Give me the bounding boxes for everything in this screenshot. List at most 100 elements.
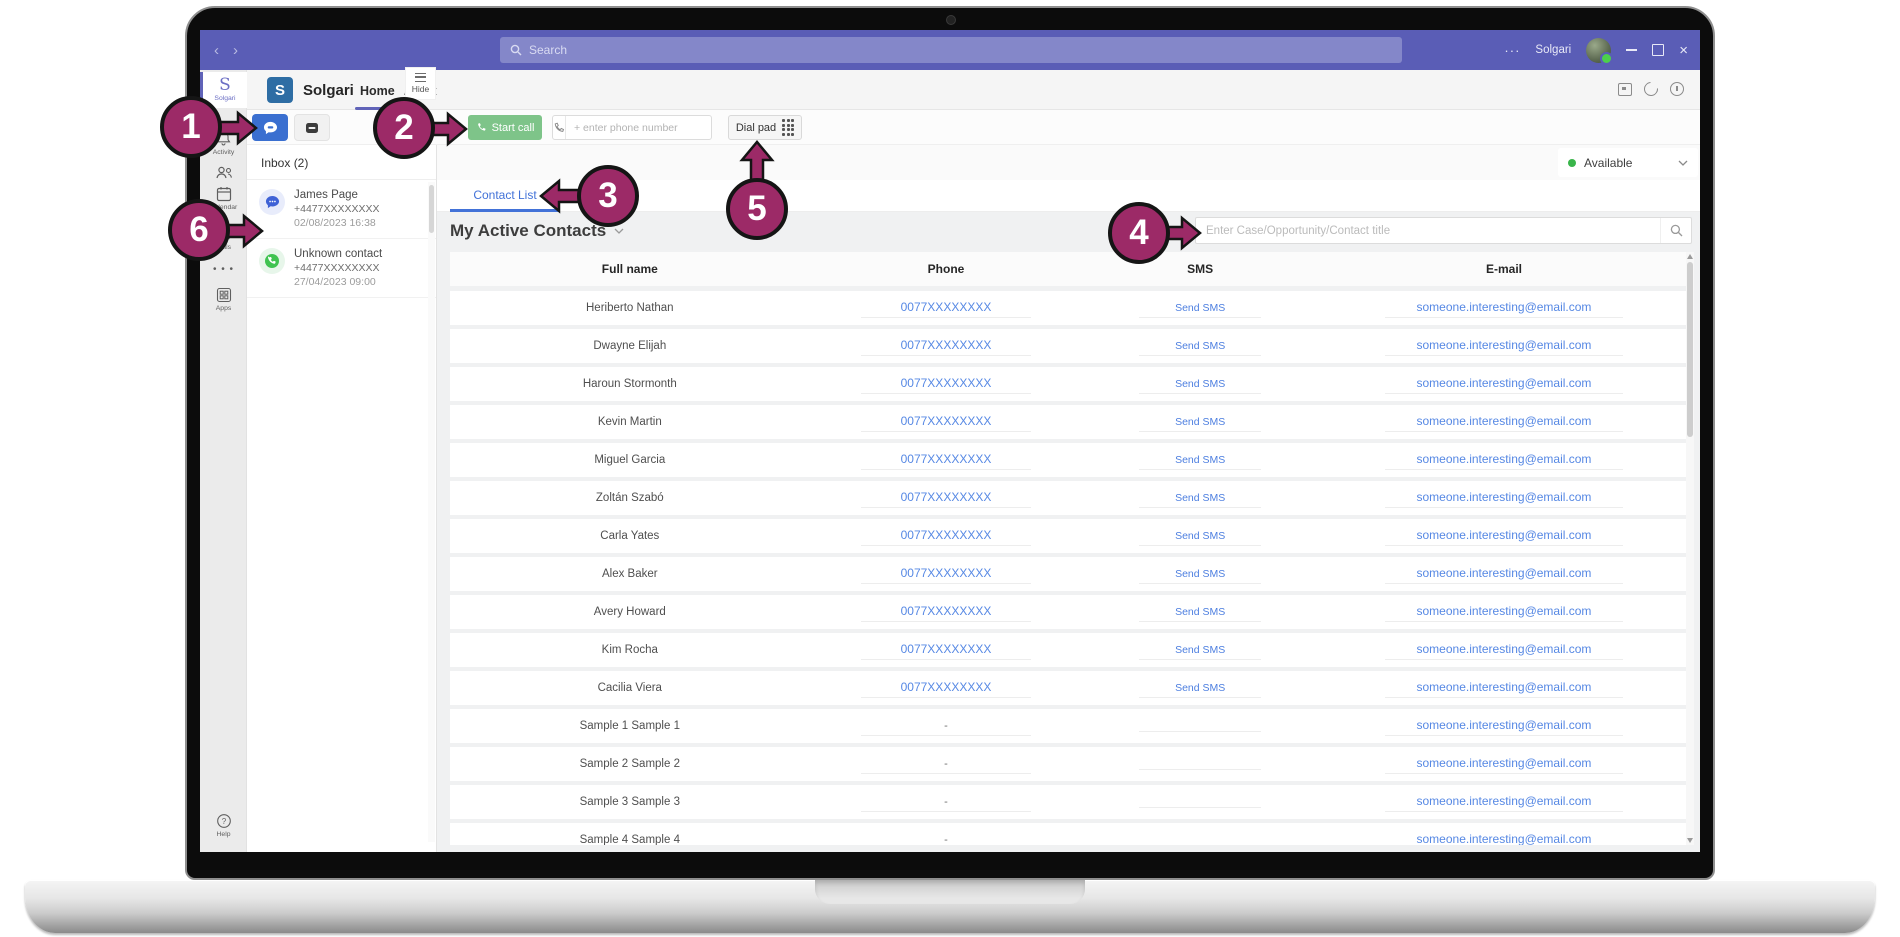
email-link[interactable]: someone.interesting@email.com	[1384, 338, 1624, 356]
sidebar-item-more[interactable]: • • •	[200, 264, 247, 275]
email-link[interactable]: someone.interesting@email.com	[1384, 794, 1624, 812]
teams-search-bar[interactable]: Search	[500, 37, 1402, 63]
email-link[interactable]: someone.interesting@email.com	[1384, 718, 1624, 736]
contact-phone-cell: -	[810, 830, 1083, 845]
avatar[interactable]	[1586, 37, 1614, 65]
conversations-toggle-button[interactable]	[252, 114, 288, 141]
phone-link[interactable]: 0077XXXXXXXX	[861, 604, 1031, 622]
phone-link[interactable]: 0077XXXXXXXX	[861, 490, 1031, 508]
sidebar-item-label: Calendar	[209, 204, 238, 211]
contact-name: Alex Baker	[601, 568, 658, 580]
send-sms-link[interactable]: Send SMS	[1138, 682, 1262, 698]
presence-dot	[1600, 51, 1614, 65]
refresh-icon[interactable]	[1641, 79, 1661, 99]
start-call-button[interactable]: Start call	[468, 115, 542, 140]
close-button[interactable]: ×	[1679, 41, 1688, 59]
email-link[interactable]: someone.interesting@email.com	[1384, 642, 1624, 660]
nav-back-icon[interactable]: ‹	[214, 41, 219, 59]
email-link[interactable]: someone.interesting@email.com	[1384, 300, 1624, 318]
tab-contact-list[interactable]: Contact List	[450, 180, 560, 212]
send-sms-link[interactable]	[1138, 830, 1262, 845]
table-scroll-thumb[interactable]	[1687, 262, 1693, 437]
contact-email-cell: someone.interesting@email.com	[1318, 602, 1690, 622]
email-link[interactable]: someone.interesting@email.com	[1384, 566, 1624, 584]
send-sms-link[interactable]: Send SMS	[1138, 340, 1262, 356]
inbox-item-james-page[interactable]: James Page +4477XXXXXXXX 02/08/2023 16:3…	[247, 180, 436, 239]
phone-link[interactable]: -	[861, 758, 1031, 774]
sidebar-item-label: Activity	[212, 149, 235, 156]
info-icon[interactable]	[1670, 82, 1684, 96]
email-link[interactable]: someone.interesting@email.com	[1384, 414, 1624, 432]
search-icon[interactable]	[1660, 218, 1691, 243]
phone-link[interactable]: -	[861, 720, 1031, 736]
contact-phone-cell: 0077XXXXXXXX	[810, 298, 1083, 318]
table-scrollbar[interactable]	[1686, 252, 1694, 845]
send-sms-link[interactable]: Send SMS	[1138, 606, 1262, 622]
availability-dropdown[interactable]: Available	[1558, 148, 1698, 177]
phone-link[interactable]: 0077XXXXXXXX	[861, 642, 1031, 660]
send-sms-link[interactable]: Send SMS	[1138, 302, 1262, 318]
table-row: Heriberto Nathan 0077XXXXXXXX Send SMS s…	[450, 291, 1690, 325]
email-link[interactable]: someone.interesting@email.com	[1384, 490, 1624, 508]
inbox-scrollbar[interactable]	[428, 182, 435, 842]
phone-link[interactable]: 0077XXXXXXXX	[861, 300, 1031, 318]
sidebar-item-calendar[interactable]: Calendar	[200, 186, 247, 211]
email-link[interactable]: someone.interesting@email.com	[1384, 604, 1624, 622]
phone-link[interactable]: 0077XXXXXXXX	[861, 338, 1031, 356]
contact-email-cell: someone.interesting@email.com	[1318, 298, 1690, 318]
send-sms-link[interactable]	[1138, 754, 1262, 770]
inbox-item-unknown-contact[interactable]: Unknown contact +4477XXXXXXXX 27/04/2023…	[247, 239, 436, 298]
availability-label: Available	[1584, 155, 1633, 170]
email-link[interactable]: someone.interesting@email.com	[1384, 528, 1624, 546]
contact-search-input[interactable]	[1196, 224, 1660, 237]
email-link[interactable]: someone.interesting@email.com	[1384, 680, 1624, 698]
voicemail-toggle-button[interactable]	[294, 114, 330, 141]
scroll-down-icon[interactable]	[1687, 838, 1693, 843]
content-tabbar: Contact List	[437, 180, 1700, 212]
phone-link[interactable]: -	[861, 834, 1030, 845]
maximize-button[interactable]	[1652, 44, 1665, 56]
hide-panel-button[interactable]: Hide	[405, 67, 436, 100]
contact-sms-cell	[1082, 792, 1318, 813]
send-sms-link[interactable]	[1138, 792, 1262, 808]
email-link[interactable]: someone.interesting@email.com	[1384, 452, 1624, 470]
phone-link[interactable]: 0077XXXXXXXX	[861, 376, 1031, 394]
sidebar-item-apps[interactable]: Apps	[200, 287, 247, 312]
send-sms-link[interactable]	[1138, 716, 1262, 732]
tab-home[interactable]: Home	[360, 84, 395, 98]
phone-link[interactable]: 0077XXXXXXXX	[861, 566, 1031, 584]
phone-link[interactable]: -	[861, 796, 1031, 812]
phone-link[interactable]: 0077XXXXXXXX	[861, 452, 1031, 470]
sidebar-item-teams[interactable]	[200, 166, 247, 180]
send-sms-link[interactable]: Send SMS	[1138, 492, 1262, 508]
titlebar-overflow-icon[interactable]: ···	[1504, 42, 1521, 58]
dial-pad-button[interactable]: Dial pad	[728, 115, 802, 140]
minimize-button[interactable]	[1626, 49, 1638, 51]
inbox-contact-date: 27/04/2023 09:00	[294, 276, 376, 288]
email-link[interactable]: someone.interesting@email.com	[1385, 832, 1623, 845]
inbox-scroll-thumb[interactable]	[429, 185, 434, 233]
nav-forward-icon[interactable]: ›	[233, 41, 238, 59]
contact-name: Cacilia Viera	[597, 682, 662, 694]
send-sms-link[interactable]: Send SMS	[1138, 568, 1262, 584]
phone-link[interactable]: 0077XXXXXXXX	[861, 680, 1031, 698]
dial-pad-label: Dial pad	[735, 121, 777, 134]
contact-phone-cell: 0077XXXXXXXX	[810, 450, 1083, 470]
contact-name: Miguel Garcia	[594, 454, 666, 466]
email-link[interactable]: someone.interesting@email.com	[1384, 376, 1624, 394]
phone-link[interactable]: 0077XXXXXXXX	[861, 414, 1031, 432]
popout-icon[interactable]	[1618, 82, 1632, 96]
scroll-up-icon[interactable]	[1687, 254, 1693, 259]
send-sms-link[interactable]: Send SMS	[1138, 644, 1262, 660]
phone-number-input[interactable]	[566, 121, 717, 134]
send-sms-link[interactable]: Send SMS	[1138, 530, 1262, 546]
available-status-dot	[1568, 158, 1576, 167]
sidebar-item-help[interactable]: ? Help	[200, 813, 247, 838]
send-sms-link[interactable]: Send SMS	[1138, 416, 1262, 432]
contacts-heading-dropdown[interactable]: My Active Contacts	[450, 221, 624, 241]
send-sms-link[interactable]: Send SMS	[1138, 378, 1262, 394]
phone-link[interactable]: 0077XXXXXXXX	[861, 528, 1031, 546]
help-icon: ?	[216, 814, 231, 828]
send-sms-link[interactable]: Send SMS	[1138, 454, 1262, 470]
email-link[interactable]: someone.interesting@email.com	[1384, 756, 1624, 774]
